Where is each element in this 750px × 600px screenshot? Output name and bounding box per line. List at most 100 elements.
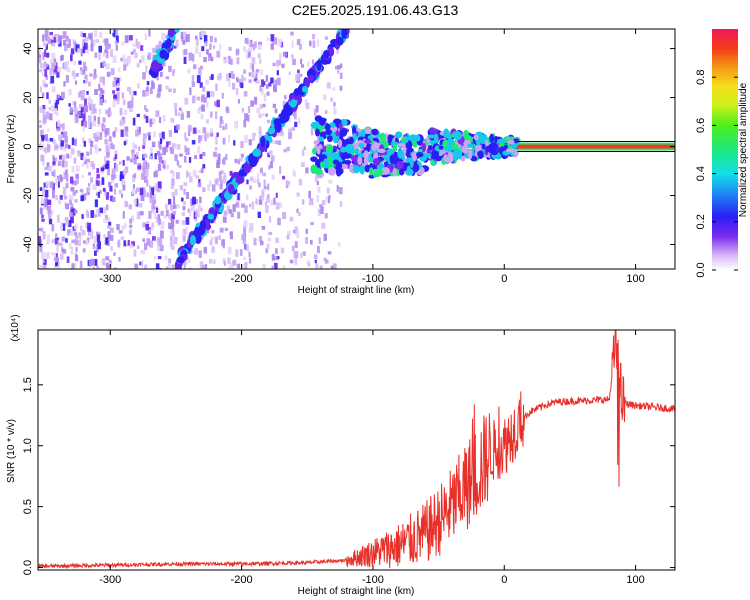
spectrogram-cell <box>60 221 63 229</box>
spectrogram-cell <box>267 237 272 242</box>
spectrogram-cell <box>48 99 52 104</box>
spectrogram-cell <box>243 119 247 128</box>
spectrogram-cell <box>40 207 43 215</box>
spectrogram-cell <box>124 130 129 137</box>
spectrogram-cell <box>89 73 93 77</box>
spectrogram-cell <box>44 172 49 176</box>
spectrogram-cell <box>203 56 207 63</box>
spectrogram-cell <box>162 115 166 122</box>
spectrogram-cell <box>48 218 53 225</box>
spectrogram-cell <box>368 135 374 141</box>
spectrogram-cell <box>82 125 85 132</box>
spectrogram-cell <box>133 198 137 206</box>
spectrogram-cell <box>224 227 229 232</box>
spectrogram-cell <box>333 263 337 269</box>
spectrogram-cell <box>189 87 192 95</box>
spectrogram-cell <box>277 38 282 47</box>
spectrogram-cell <box>80 152 84 161</box>
spectrogram-cell <box>84 193 87 201</box>
spectrogram-cell <box>46 52 50 58</box>
spectrogram-cell <box>444 146 450 152</box>
spectrogram-cell <box>299 43 302 50</box>
spectrogram-cell <box>90 210 95 218</box>
spectrogram-cell <box>116 98 120 105</box>
spectrogram-cell <box>174 29 180 33</box>
spectrogram-cell <box>158 40 162 48</box>
spectrogram-cell <box>457 150 463 160</box>
spectrogram-cell <box>100 62 104 68</box>
spectrogram-cell <box>58 242 63 246</box>
spectrogram-cell <box>249 185 253 190</box>
spectrogram-cell <box>97 191 101 198</box>
spectrogram-cell <box>381 166 390 175</box>
spectrogram-cell <box>279 53 282 61</box>
spectrogram-cell <box>240 82 244 89</box>
spectrogram-cell <box>319 209 324 213</box>
spectrogram-cell <box>383 154 390 161</box>
spectrogram-cell <box>322 145 327 154</box>
spectrogram-cell <box>73 138 77 146</box>
spectrogram-cell <box>142 186 146 195</box>
spectrogram-cell <box>247 106 251 114</box>
spectrogram-cell <box>123 109 128 116</box>
spectrogram-cell <box>53 264 58 269</box>
spectrogram-cell <box>248 251 251 258</box>
spectrogram-cell <box>82 113 86 122</box>
spectrogram-cell <box>90 177 94 183</box>
spectrogram-cell <box>64 43 68 52</box>
spectrogram-cell <box>477 150 484 160</box>
spectrogram-cell <box>336 47 339 54</box>
spectrogram-cell <box>166 141 169 148</box>
spectrogram-cell <box>294 241 298 248</box>
spectrogram-cell <box>183 56 187 64</box>
spectrogram-cell <box>162 60 166 67</box>
spectrogram-cell <box>283 148 288 153</box>
spectrogram-cell <box>453 148 459 153</box>
spectrogram-cell <box>338 186 343 195</box>
spectrogram-cell <box>70 195 74 201</box>
spectrogram-cell <box>228 134 231 143</box>
spectrogram-cell <box>182 220 186 226</box>
spectrogram-cell <box>275 237 280 244</box>
spectrogram-cell <box>249 203 252 208</box>
spectrogram-cell <box>201 104 205 112</box>
spectrogram-cell <box>176 160 179 166</box>
spectrogram-cell <box>182 201 187 206</box>
spectrogram-cell <box>413 134 421 142</box>
spectrogram-cell <box>186 34 190 42</box>
spectrogram-cell <box>109 234 114 241</box>
spectrogram-cell <box>139 187 144 196</box>
spectrogram-cell <box>75 110 79 116</box>
spectrogram-cell <box>82 248 86 253</box>
spectrogram-cell <box>69 155 72 159</box>
spectrogram-cell <box>248 50 251 58</box>
spectrogram-cell <box>221 120 225 125</box>
spectrogram-cell <box>143 114 147 119</box>
spectrogram-cell <box>254 96 258 105</box>
spectrogram-cell <box>58 155 62 160</box>
spectrogram-cell <box>62 248 66 254</box>
spectrogram-cell <box>72 39 76 44</box>
spectrogram-cell <box>51 53 56 61</box>
spectrogram-cell <box>169 213 173 222</box>
spectrogram-cell <box>202 86 206 92</box>
spectrogram-cell <box>292 172 296 177</box>
spectrogram-cell <box>110 142 114 150</box>
spectrogram-cell <box>154 206 159 210</box>
spectrogram-cell <box>298 117 301 125</box>
spectrogram-cell <box>157 84 162 92</box>
spectrogram-cell <box>57 120 60 127</box>
spectrogram-cell <box>151 141 156 148</box>
spectrogram-cell <box>93 246 98 250</box>
spectrogram-cell <box>103 234 106 238</box>
spectrogram-cell <box>152 236 156 241</box>
spectrogram-cell <box>249 39 253 48</box>
spectrogram-cell <box>59 195 63 200</box>
spectrogram-cell <box>279 165 282 174</box>
spectrogram-cell <box>392 167 397 177</box>
spectrogram-cell <box>53 37 57 43</box>
spectrogram-cell <box>96 234 101 242</box>
spectrogram-cell <box>210 236 214 241</box>
spectrogram-cell <box>416 152 424 158</box>
spectrogram-cell <box>232 204 236 213</box>
